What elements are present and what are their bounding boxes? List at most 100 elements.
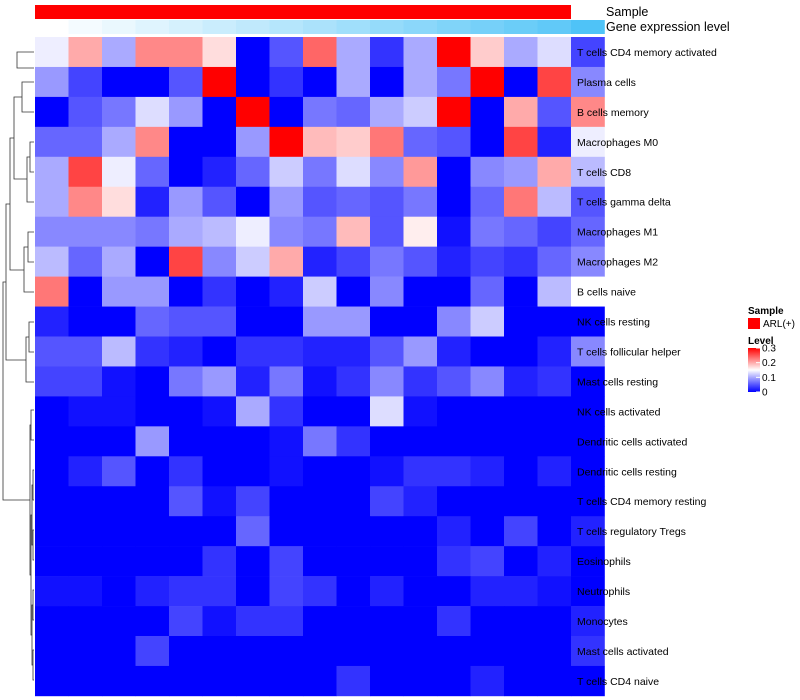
heatmap-cell [504, 276, 538, 307]
heatmap-cell [135, 396, 170, 427]
heatmap-cell [35, 276, 69, 307]
heatmap-cell [403, 636, 438, 667]
heatmap-cell [336, 456, 371, 487]
heatmap-cell [403, 186, 438, 217]
heatmap-cell [169, 276, 203, 307]
row-label: Mast cells activated [577, 646, 669, 658]
heatmap-cell [135, 276, 170, 307]
heatmap-cell [303, 246, 337, 277]
heatmap-cell [571, 486, 605, 517]
heatmap-cell [537, 246, 572, 277]
row-label: Plasma cells [577, 77, 636, 89]
heatmap-cell [269, 37, 304, 68]
heatmap-cell [202, 606, 237, 637]
heatmap-cell [537, 516, 572, 547]
heatmap-cell [102, 126, 136, 158]
heatmap-cell [35, 37, 69, 68]
annotation-cell-gene-expression [236, 20, 270, 34]
heatmap-cell [336, 96, 371, 128]
heatmap-cell [68, 156, 103, 188]
heatmap-cell [35, 156, 69, 188]
heatmap-cell [403, 606, 438, 637]
heatmap-cell [102, 276, 136, 307]
heatmap-cell [571, 306, 605, 337]
heatmap-cell [470, 276, 505, 307]
heatmap-cell [470, 606, 505, 637]
heatmap-cell [504, 456, 538, 487]
heatmap-cell [504, 336, 538, 367]
heatmap-cell [169, 606, 203, 637]
heatmap-cell [135, 606, 170, 637]
heatmap-cell [135, 516, 170, 547]
heatmap-cell [504, 606, 538, 637]
heatmap-cell [202, 546, 237, 577]
heatmap-cell [303, 37, 337, 68]
annotation-cell-gene-expression [102, 20, 136, 34]
heatmap-cell [470, 426, 505, 457]
heatmap-cell [35, 576, 69, 607]
heatmap-cell [236, 336, 270, 367]
heatmap-cell [303, 426, 337, 457]
row-label: T cells CD8 [577, 167, 631, 179]
annotation-cell-gene-expression [202, 20, 237, 34]
heatmap-cell [370, 96, 404, 128]
heatmap-cell [169, 516, 203, 547]
heatmap-cell [403, 306, 438, 337]
heatmap-cell [169, 486, 203, 517]
heatmap-cell [370, 276, 404, 307]
heatmap-cell [437, 606, 471, 637]
row-label: Mast cells resting [577, 376, 658, 388]
heatmap-cell [135, 456, 170, 487]
heatmap-cell [504, 216, 538, 247]
heatmap-cell [571, 546, 605, 577]
heatmap-cell [35, 336, 69, 367]
heatmap-cell [336, 66, 371, 98]
heatmap-cell [35, 426, 69, 457]
heatmap-cell [169, 126, 203, 158]
heatmap-cell [336, 366, 371, 397]
heatmap-cell [470, 216, 505, 247]
heatmap-cell [236, 516, 270, 547]
heatmap-cell [202, 576, 237, 607]
heatmap-cell [437, 665, 471, 697]
row-label: NK cells activated [577, 406, 661, 418]
heatmap-cell [537, 546, 572, 577]
heatmap-cell [504, 96, 538, 128]
heatmap-cell [35, 246, 69, 277]
heatmap-cell [169, 366, 203, 397]
heatmap-cell [504, 246, 538, 277]
heatmap-cell [403, 156, 438, 188]
heatmap-cell [571, 576, 605, 607]
heatmap-cell [470, 306, 505, 337]
heatmap-cell [68, 216, 103, 247]
heatmap-cell [336, 636, 371, 667]
heatmap-cell [403, 366, 438, 397]
heatmap-cell [102, 366, 136, 397]
heatmap-cell [303, 665, 337, 697]
heatmap-cell [370, 456, 404, 487]
heatmap-cell [336, 186, 371, 217]
heatmap-cell [504, 156, 538, 188]
heatmap-cell [68, 366, 103, 397]
heatmap-cell [370, 216, 404, 247]
heatmap-cell [571, 96, 605, 128]
heatmap-cell [236, 216, 270, 247]
row-label: Monocytes [577, 616, 628, 628]
heatmap-cell [403, 126, 438, 158]
heatmap-cell [135, 37, 170, 68]
heatmap-cell [571, 276, 605, 307]
heatmap-cell [470, 665, 505, 697]
heatmap-cell [537, 366, 572, 397]
heatmap-cell [470, 366, 505, 397]
heatmap-cell [370, 306, 404, 337]
heatmap-cell [169, 186, 203, 217]
heatmap-cell [303, 636, 337, 667]
heatmap-cell [269, 516, 304, 547]
row-label: Macrophages M0 [577, 137, 658, 149]
heatmap-cell [269, 665, 304, 697]
heatmap-cell [269, 66, 304, 98]
heatmap-cell [202, 306, 237, 337]
heatmap-cell [370, 246, 404, 277]
heatmap-cell [571, 456, 605, 487]
heatmap-cell [202, 665, 237, 697]
